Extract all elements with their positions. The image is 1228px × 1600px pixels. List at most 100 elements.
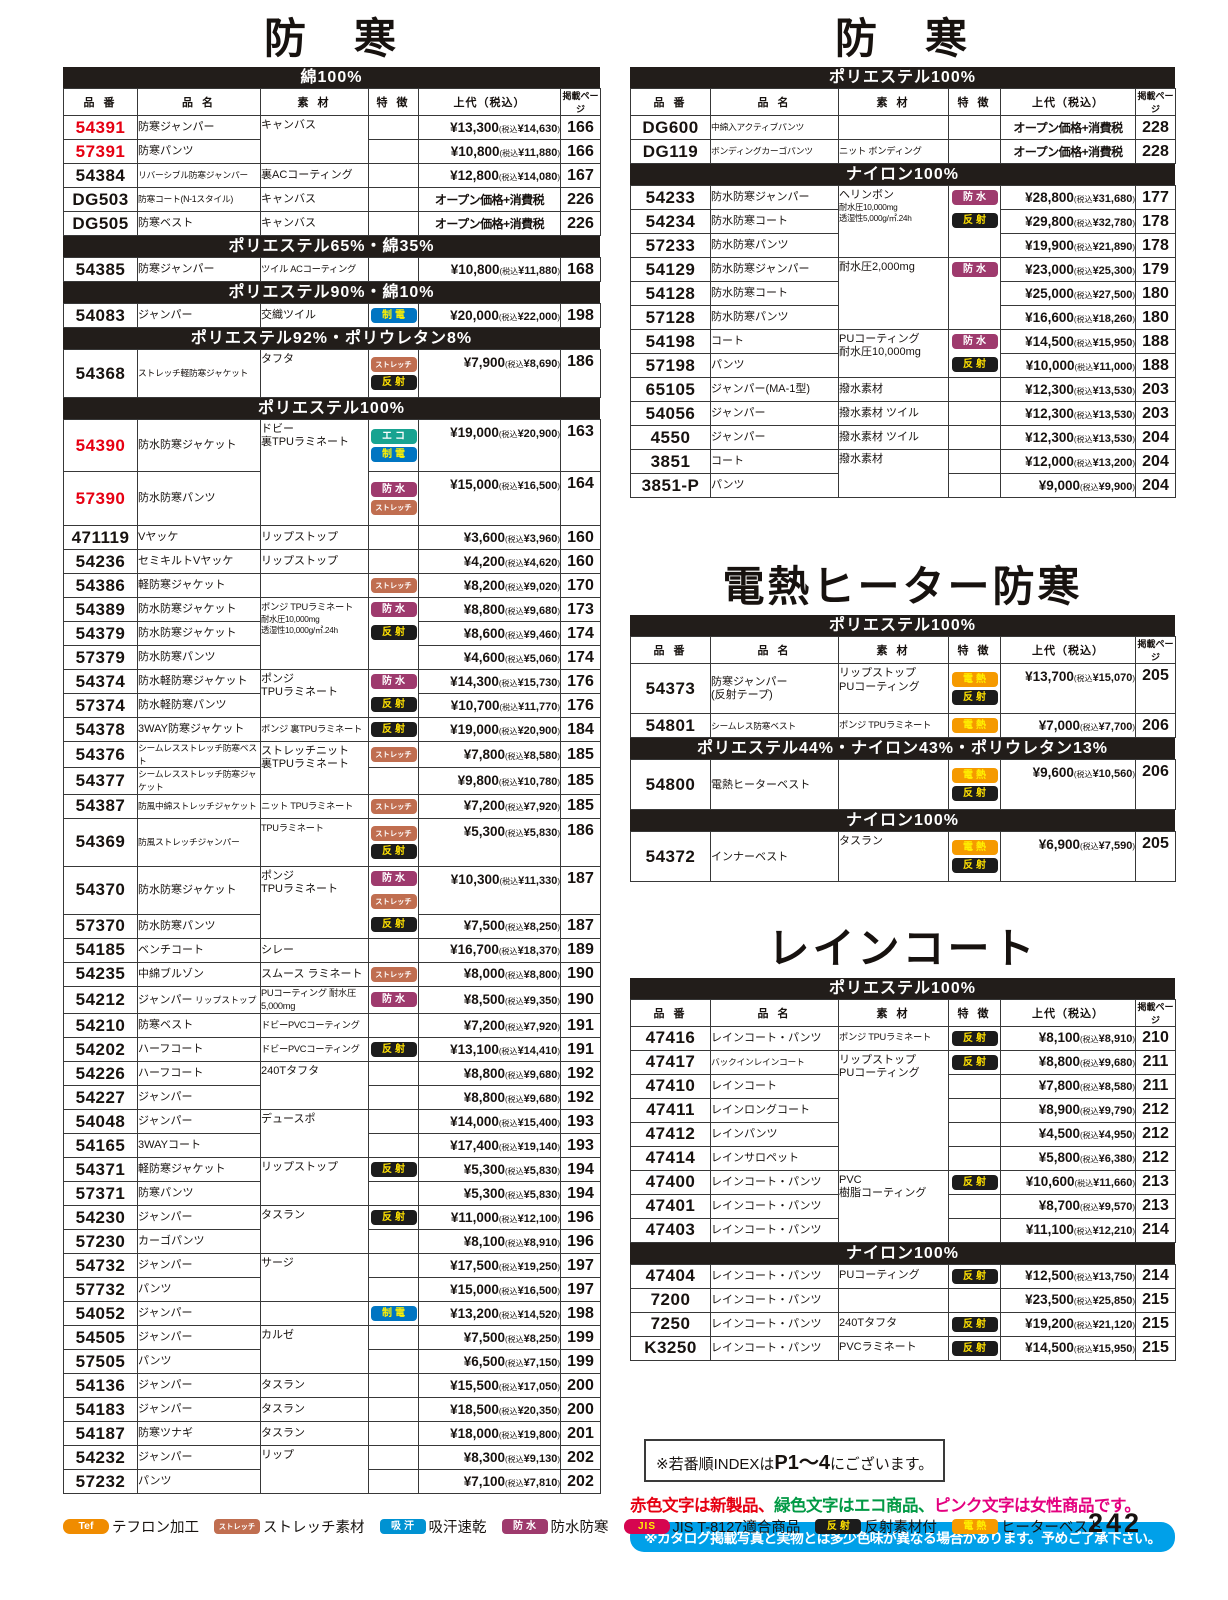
material-text: PUコーティング bbox=[839, 1269, 920, 1282]
price-main: ¥7,200 bbox=[463, 1017, 505, 1033]
price-tax-close: ) bbox=[1132, 1131, 1135, 1141]
item-price: ¥8,800(税込¥9,680) bbox=[418, 597, 561, 623]
table-row: 54212 ジャンパー リップストップ PUコーティング 耐水圧5,000mg 防水 ¥… bbox=[63, 985, 601, 1015]
material-text: リップストップ bbox=[261, 555, 339, 568]
price-tax-value: ¥22,000 bbox=[517, 310, 558, 323]
catalog-table: 品 番品 名素 材特 徴上代（税込） 掲載ページ 47416 レインコート・パンツ ポン… bbox=[630, 998, 1176, 1243]
column-header: 上代（税込） bbox=[418, 88, 561, 117]
item-material: ドビーPVCコーティング bbox=[260, 1037, 369, 1063]
item-material: ポンジ TPUラミネート bbox=[260, 669, 369, 719]
item-name: 防水軽防寒パンツ bbox=[137, 693, 261, 719]
item-name: バックインレインコート bbox=[710, 1049, 839, 1075]
catalog-page-ref: 199 bbox=[560, 1349, 601, 1375]
feature-badge-seiden-制電: 制電 bbox=[370, 308, 417, 324]
item-material: TPUラミネート bbox=[260, 817, 369, 867]
feature-badges: 反射 bbox=[950, 1340, 1000, 1356]
item-name: 防水防寒ジャンパー bbox=[710, 185, 839, 211]
price-tax-value: ¥19,800 bbox=[517, 1428, 558, 1441]
color-note-segment: 緑色文字はエコ商品、 bbox=[774, 1496, 935, 1515]
table-row: 57374 防水軽防寒パンツ ¥10,700(税込¥11,770) 176 bbox=[63, 693, 601, 719]
price-tax-close: ) bbox=[557, 606, 560, 616]
catalog-page-ref: 200 bbox=[560, 1397, 601, 1423]
price-tax-close: ) bbox=[557, 1358, 560, 1368]
feature-badge-hansha-反射: 反射 bbox=[951, 1316, 998, 1332]
price-main: ¥6,900 bbox=[1038, 837, 1080, 853]
legend-item: ストレッチ ストレッチ素材 bbox=[214, 1516, 365, 1537]
feature-badge-dennetsu-電熱: 電熱 bbox=[951, 672, 998, 688]
item-price: ¥5,300(税込¥5,830) bbox=[418, 1181, 561, 1207]
item-number: K3250 bbox=[630, 1335, 711, 1361]
material-text: PUコーティング bbox=[839, 1066, 920, 1079]
item-material bbox=[260, 573, 369, 599]
item-price: ¥7,800(税込¥8,580) bbox=[1000, 1073, 1136, 1099]
item-number: 54376 bbox=[63, 741, 138, 769]
item-features: 電熱 反射 bbox=[948, 831, 1001, 883]
item-number: 54235 bbox=[63, 961, 138, 987]
price-main: ¥8,900 bbox=[1038, 1102, 1080, 1118]
feature-badge-hansha-反射: 反射 bbox=[951, 690, 998, 706]
table-row: 54800 電熱ヒーターベスト 電熱 反射 ¥9,600(税込¥10,560) 206 bbox=[630, 759, 1176, 811]
item-price: ¥17,400(税込¥19,140) bbox=[418, 1133, 561, 1159]
feature-badges: 反射 bbox=[370, 1162, 418, 1178]
feature-badge-seiden-制電: 制電 bbox=[370, 1306, 417, 1322]
material-text: タスラン bbox=[839, 835, 884, 848]
column-header: 特 徴 bbox=[948, 636, 1001, 665]
column-header: 品 番 bbox=[630, 636, 711, 665]
column-header: 特 徴 bbox=[948, 998, 1001, 1027]
table-row: 4550 ジャンパー 撥水素材 ツイル ¥12,300(税込¥13,530) 204 bbox=[630, 425, 1176, 451]
catalog-page-ref: 203 bbox=[1135, 377, 1176, 403]
item-name-text: 防水軽防寒パンツ bbox=[138, 699, 227, 712]
column-header-row: 品 番品 名素 材特 徴上代（税込） 掲載ページ bbox=[630, 998, 1176, 1027]
price-tax-value: ¥15,070 bbox=[1092, 672, 1133, 685]
price-tax-label: (税込 bbox=[505, 803, 524, 813]
item-features: 反射 bbox=[948, 1263, 1001, 1289]
feature-badges: ストレッチ 反射 bbox=[370, 357, 418, 391]
item-material: デュースポ bbox=[260, 1109, 369, 1159]
item-name-text: バックインレインコート bbox=[711, 1056, 805, 1067]
item-name-text: 防水防寒コート bbox=[711, 287, 789, 300]
item-name: 防寒パンツ bbox=[137, 1181, 261, 1207]
item-name: ジャンパー リップストップ bbox=[137, 985, 261, 1015]
item-features bbox=[368, 1445, 419, 1471]
price-tax-close: ) bbox=[1132, 1321, 1135, 1331]
legend-text: テフロン加工 bbox=[112, 1520, 199, 1536]
material-text: デュースポ bbox=[261, 1113, 316, 1126]
item-name-text: レインコート・パンツ bbox=[711, 1199, 822, 1212]
item-features bbox=[368, 115, 419, 141]
item-name: 防水防寒コート bbox=[710, 281, 839, 307]
item-price: ¥13,700(税込¥15,070) bbox=[1000, 663, 1136, 715]
item-number: 54377 bbox=[63, 767, 138, 795]
catalog-page-ref: 187 bbox=[560, 913, 601, 939]
catalog-page-ref: 226 bbox=[560, 211, 601, 237]
item-name: ジャンパー bbox=[137, 303, 261, 329]
column-header: 上代（税込） bbox=[1000, 998, 1136, 1027]
item-material: ポンジ 裏TPUラミネート bbox=[260, 717, 369, 743]
item-name: パンツ bbox=[710, 353, 839, 379]
item-name: パンツ bbox=[137, 1349, 261, 1375]
price-tax-label: (税込 bbox=[1073, 674, 1093, 684]
material-text: ポンジ bbox=[261, 869, 295, 882]
price-tax-label: (税込 bbox=[498, 1430, 518, 1440]
table-row: 54372 インナーベスト タスラン 電熱 反射 ¥6,900(税込¥7,590) 205 bbox=[630, 831, 1176, 883]
feature-badge-hansha-反射: 反射 bbox=[370, 916, 417, 932]
table-row: 54136 ジャンパー タスラン ¥15,500(税込¥17,050) 200 bbox=[63, 1373, 601, 1399]
catalog-table: 54368 ストレッチ軽防寒ジャケット タフタ ストレッチ 反射 ¥7,900(税込¥8,… bbox=[63, 349, 601, 399]
feature-badges: 防水 ストレッチ bbox=[370, 482, 418, 516]
price-tax-close: ) bbox=[1132, 1155, 1135, 1165]
price-main: ¥10,700 bbox=[450, 697, 500, 713]
item-name-text: 防水防寒パンツ bbox=[138, 919, 216, 932]
catalog-page-ref: 212 bbox=[1135, 1121, 1176, 1147]
price-tax-value: ¥8,250 bbox=[523, 921, 558, 934]
table-row: 47411 レインロングコート ¥8,900(税込¥9,790) 212 bbox=[630, 1097, 1176, 1123]
item-features bbox=[948, 1073, 1001, 1099]
table-row: 57233 防水防寒パンツ ¥19,900(税込¥21,890) 178 bbox=[630, 233, 1176, 259]
price-tax-label: (税込 bbox=[1073, 1227, 1093, 1237]
item-features: 反射 bbox=[368, 717, 419, 743]
item-number: 54801 bbox=[630, 713, 711, 739]
price-tax-label: (税込 bbox=[498, 678, 518, 688]
feature-badges: 防水 反射 bbox=[370, 674, 418, 713]
item-number: 54227 bbox=[63, 1085, 138, 1111]
column-header: 品 番 bbox=[63, 88, 138, 117]
item-price: ¥8,600(税込¥9,460) bbox=[418, 621, 561, 647]
item-price: ¥8,000(税込¥8,800) bbox=[418, 961, 561, 987]
